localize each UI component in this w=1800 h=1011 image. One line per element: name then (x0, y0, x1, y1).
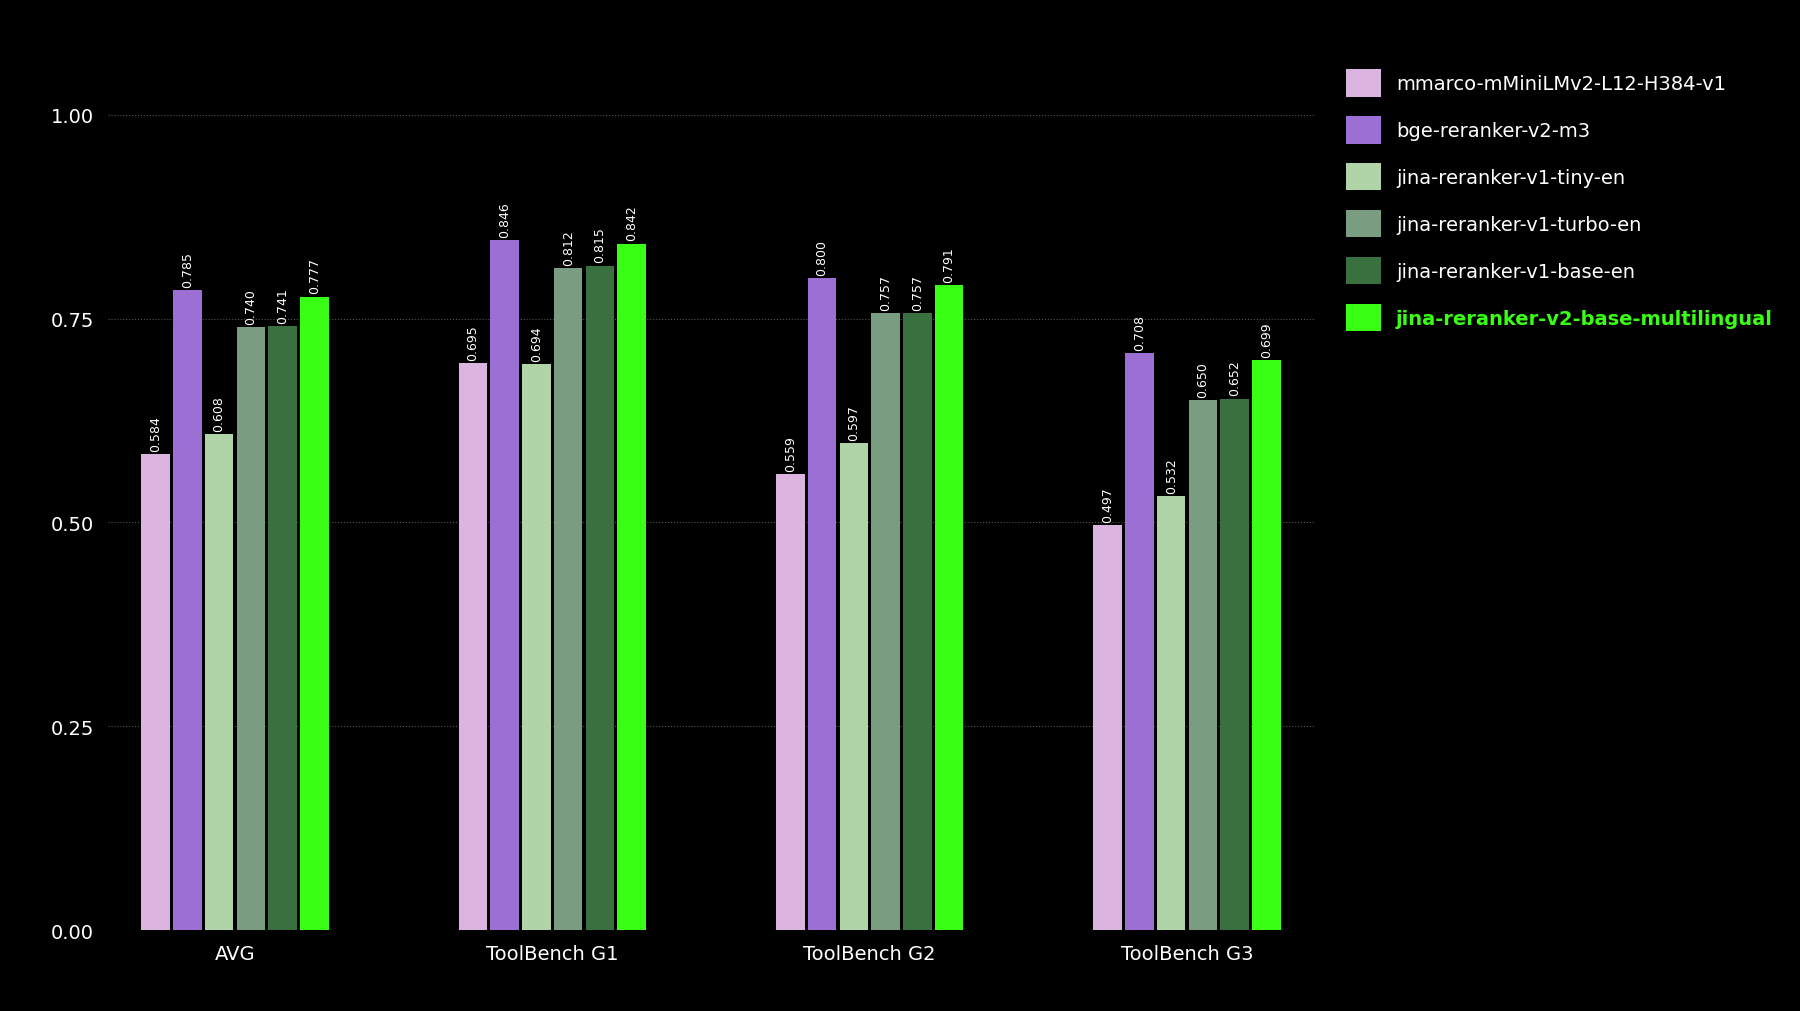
Text: 0.846: 0.846 (499, 202, 511, 238)
Text: 0.708: 0.708 (1132, 314, 1147, 350)
Bar (871, 313, 900, 930)
Bar (776, 475, 805, 930)
Bar (205, 435, 234, 930)
Bar (934, 286, 963, 930)
Bar (459, 364, 488, 930)
Bar (1125, 354, 1154, 930)
Bar (1188, 400, 1217, 930)
Bar (1220, 399, 1249, 930)
Bar (839, 444, 868, 930)
Text: 0.695: 0.695 (466, 326, 479, 361)
Bar (808, 279, 837, 930)
Text: 0.699: 0.699 (1260, 321, 1273, 358)
Text: 0.740: 0.740 (245, 288, 257, 325)
Text: 0.559: 0.559 (783, 436, 797, 471)
Text: 0.584: 0.584 (149, 416, 162, 451)
Text: 0.842: 0.842 (625, 205, 639, 242)
Bar (173, 291, 202, 930)
Bar (1093, 526, 1121, 930)
Text: 0.652: 0.652 (1228, 360, 1242, 396)
Bar (268, 327, 297, 930)
Text: 0.608: 0.608 (212, 396, 225, 432)
Text: 0.757: 0.757 (878, 274, 893, 310)
Text: 0.650: 0.650 (1197, 362, 1210, 397)
Bar (490, 242, 518, 930)
Text: 0.791: 0.791 (943, 247, 956, 283)
Text: 0.800: 0.800 (815, 240, 828, 275)
Text: 0.777: 0.777 (308, 258, 320, 294)
Text: 0.497: 0.497 (1102, 486, 1114, 522)
Text: 0.757: 0.757 (911, 274, 923, 310)
Text: 0.815: 0.815 (594, 227, 607, 263)
Text: 0.597: 0.597 (848, 404, 860, 441)
Bar (236, 328, 265, 930)
Bar (1253, 361, 1280, 930)
Bar (301, 297, 329, 930)
Text: 0.812: 0.812 (562, 229, 574, 266)
Bar (142, 455, 169, 930)
Text: 0.532: 0.532 (1165, 458, 1177, 493)
Text: 0.694: 0.694 (529, 327, 544, 362)
Bar (554, 269, 583, 930)
Bar (585, 266, 614, 930)
Bar (904, 313, 932, 930)
Text: 0.741: 0.741 (275, 288, 290, 324)
Bar (617, 245, 646, 930)
Bar (1157, 496, 1186, 930)
Text: 0.785: 0.785 (180, 252, 194, 287)
Legend: mmarco-mMiniLMv2-L12-H384-v1, bge-reranker-v2-m3, jina-reranker-v1-tiny-en, jina: mmarco-mMiniLMv2-L12-H384-v1, bge-rerank… (1336, 61, 1782, 342)
Bar (522, 365, 551, 930)
